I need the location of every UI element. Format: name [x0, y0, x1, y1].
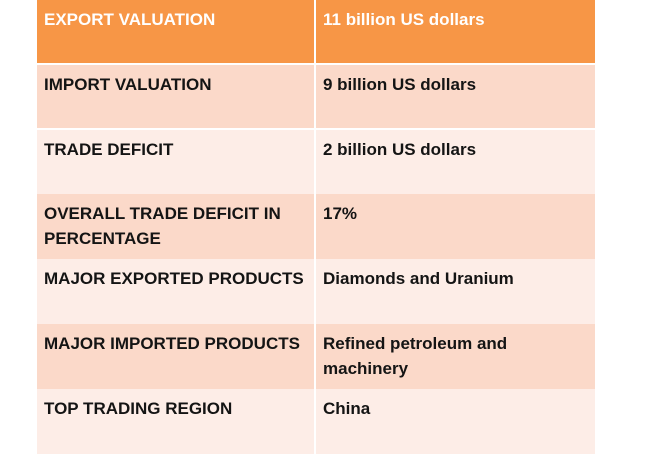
trade-summary-table: EXPORT VALUATION 11 billion US dollars I… — [37, 0, 595, 454]
row-label-cell: MAJOR EXPORTED PRODUCTS — [37, 259, 316, 324]
row-label-cell: IMPORT VALUATION — [37, 63, 316, 129]
header-label-cell: EXPORT VALUATION — [37, 0, 316, 64]
row-value-cell: Diamonds and Uranium — [315, 259, 595, 324]
row-label-cell: TOP TRADING REGION — [37, 389, 316, 454]
table-row: MAJOR EXPORTED PRODUCTS Diamonds and Ura… — [37, 259, 595, 324]
table-row: TOP TRADING REGION China — [37, 389, 595, 454]
row-value-cell: Refined petroleum and machinery — [315, 324, 595, 389]
table-row: TRADE DEFICIT 2 billion US dollars — [37, 128, 595, 194]
row-label-cell: MAJOR IMPORTED PRODUCTS — [37, 324, 316, 389]
header-value-cell: 11 billion US dollars — [315, 0, 595, 64]
table-row: MAJOR IMPORTED PRODUCTS Refined petroleu… — [37, 324, 595, 389]
row-value-cell: 2 billion US dollars — [315, 128, 595, 194]
table-header-row: EXPORT VALUATION 11 billion US dollars — [37, 0, 595, 64]
row-value-cell: 17% — [315, 194, 595, 259]
row-value-cell: 9 billion US dollars — [315, 63, 595, 129]
row-label-cell: TRADE DEFICIT — [37, 128, 316, 194]
table-row: IMPORT VALUATION 9 billion US dollars — [37, 63, 595, 129]
table-row: OVERALL TRADE DEFICIT IN PERCENTAGE 17% — [37, 194, 595, 259]
row-value-cell: China — [315, 389, 595, 454]
row-label-cell: OVERALL TRADE DEFICIT IN PERCENTAGE — [37, 194, 316, 259]
